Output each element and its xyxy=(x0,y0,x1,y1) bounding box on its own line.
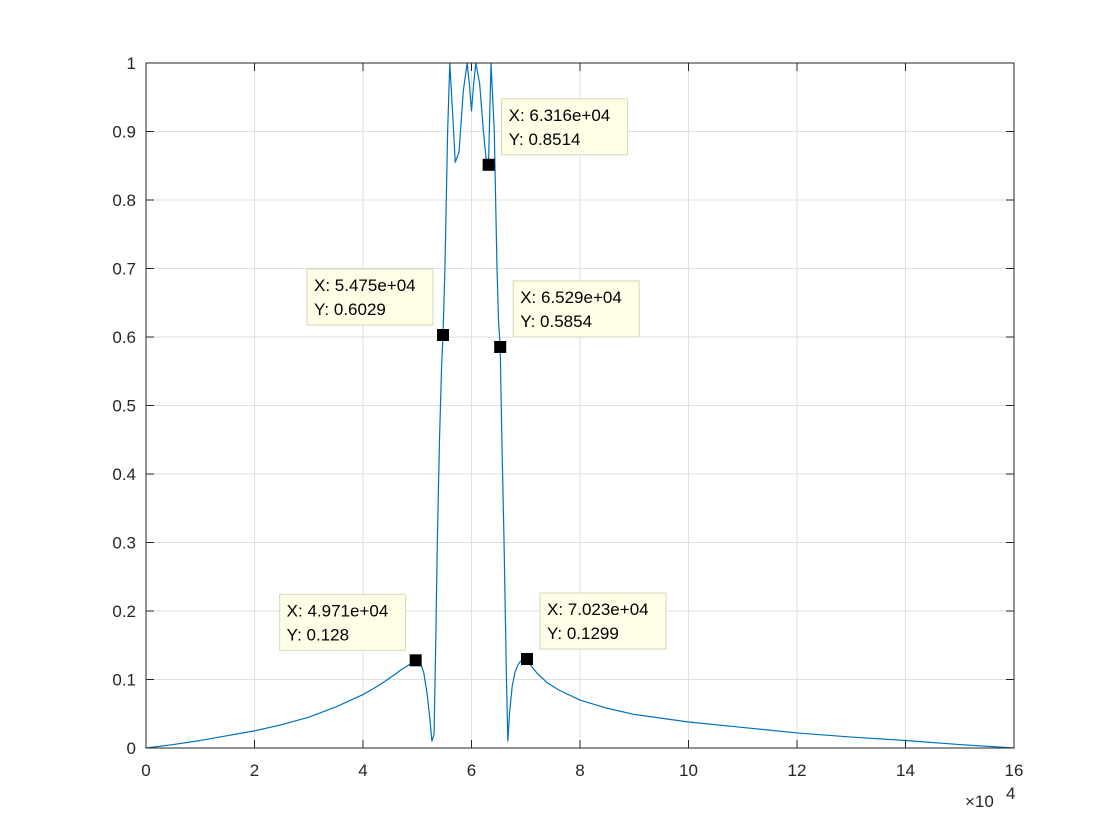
y-tick-label: 0.2 xyxy=(112,602,136,621)
datatip-box xyxy=(306,268,434,326)
datatip[interactable]: X: 7.023e+04 Y: 0.1299 xyxy=(520,592,667,666)
x-tick-label: 16 xyxy=(1005,761,1024,780)
y-tick-label: 0.1 xyxy=(112,671,136,690)
x-tick-label: 12 xyxy=(788,761,807,780)
datatip-y-label: Y: 0.1299 xyxy=(547,624,619,643)
x-exponent-label: ×10 xyxy=(965,792,994,811)
x-tick-label: 8 xyxy=(575,761,584,780)
x-tick-label: 2 xyxy=(250,761,259,780)
x-exponent: ×10 4 xyxy=(965,784,1015,811)
series-group xyxy=(145,62,1015,749)
datatip[interactable]: X: 4.971e+04 Y: 0.128 xyxy=(279,593,422,667)
x-tick-label: 0 xyxy=(141,761,150,780)
series-line xyxy=(145,62,1015,749)
datatip-y-label: Y: 0.5854 xyxy=(520,312,592,331)
grid xyxy=(146,63,1014,748)
tick-labels: 0 2 4 6 8 10 12 14 16 0 0.1 0.2 0.3 0.4 0.5 0.6 0.7 0.8 0.… xyxy=(112,54,1023,780)
y-tick-label: 0.3 xyxy=(112,534,136,553)
datatip-x-label: X: 7.023e+04 xyxy=(547,600,649,619)
datatip-box xyxy=(501,98,629,156)
datatip-marker[interactable] xyxy=(409,654,422,667)
datatip[interactable]: X: 6.316e+04 Y: 0.8514 xyxy=(482,98,629,171)
datatip-box xyxy=(512,280,640,338)
x-tick-label: 6 xyxy=(467,761,476,780)
datatip-x-label: X: 6.316e+04 xyxy=(509,106,611,125)
y-tick-label: 0.9 xyxy=(112,123,136,142)
y-tick-label: 0 xyxy=(127,739,136,758)
x-tick-label: 14 xyxy=(896,761,915,780)
datatip-marker[interactable] xyxy=(437,329,450,342)
datatip-marker[interactable] xyxy=(520,653,533,666)
datatip-x-label: X: 5.475e+04 xyxy=(314,276,416,295)
y-tick-label: 0.4 xyxy=(112,465,136,484)
datatip-y-label: Y: 0.6029 xyxy=(314,300,386,319)
datatip-box xyxy=(279,593,407,651)
datatip[interactable]: X: 6.529e+04 Y: 0.5854 xyxy=(494,280,640,354)
x-tick-label: 10 xyxy=(679,761,698,780)
y-tick-label: 1 xyxy=(127,54,136,73)
y-tick-label: 0.8 xyxy=(112,191,136,210)
datatip-y-label: Y: 0.128 xyxy=(287,625,349,644)
ticks xyxy=(145,62,1015,749)
datatip-marker[interactable] xyxy=(482,158,495,171)
plot-area[interactable]: 0 2 4 6 8 10 12 14 16 0 0.1 0.2 0.3 0.4 0.5 0.6 0.7 0.8 0.… xyxy=(112,54,1023,780)
datatip-y-label: Y: 0.8514 xyxy=(509,130,581,149)
y-tick-label: 0.5 xyxy=(112,397,136,416)
datatip[interactable]: X: 5.475e+04 Y: 0.6029 xyxy=(306,268,450,342)
x-tick-label: 4 xyxy=(358,761,367,780)
datatip-marker[interactable] xyxy=(494,341,507,354)
datatip-box xyxy=(539,592,667,650)
y-tick-label: 0.6 xyxy=(112,328,136,347)
datatip-x-label: X: 4.971e+04 xyxy=(287,601,389,620)
datatips: X: 4.971e+04 Y: 0.128 X: 5.475e+04 Y: 0.602… xyxy=(279,98,667,667)
y-tick-label: 0.7 xyxy=(112,260,136,279)
datatip-x-label: X: 6.529e+04 xyxy=(520,288,622,307)
x-exponent-power: 4 xyxy=(1006,784,1015,803)
